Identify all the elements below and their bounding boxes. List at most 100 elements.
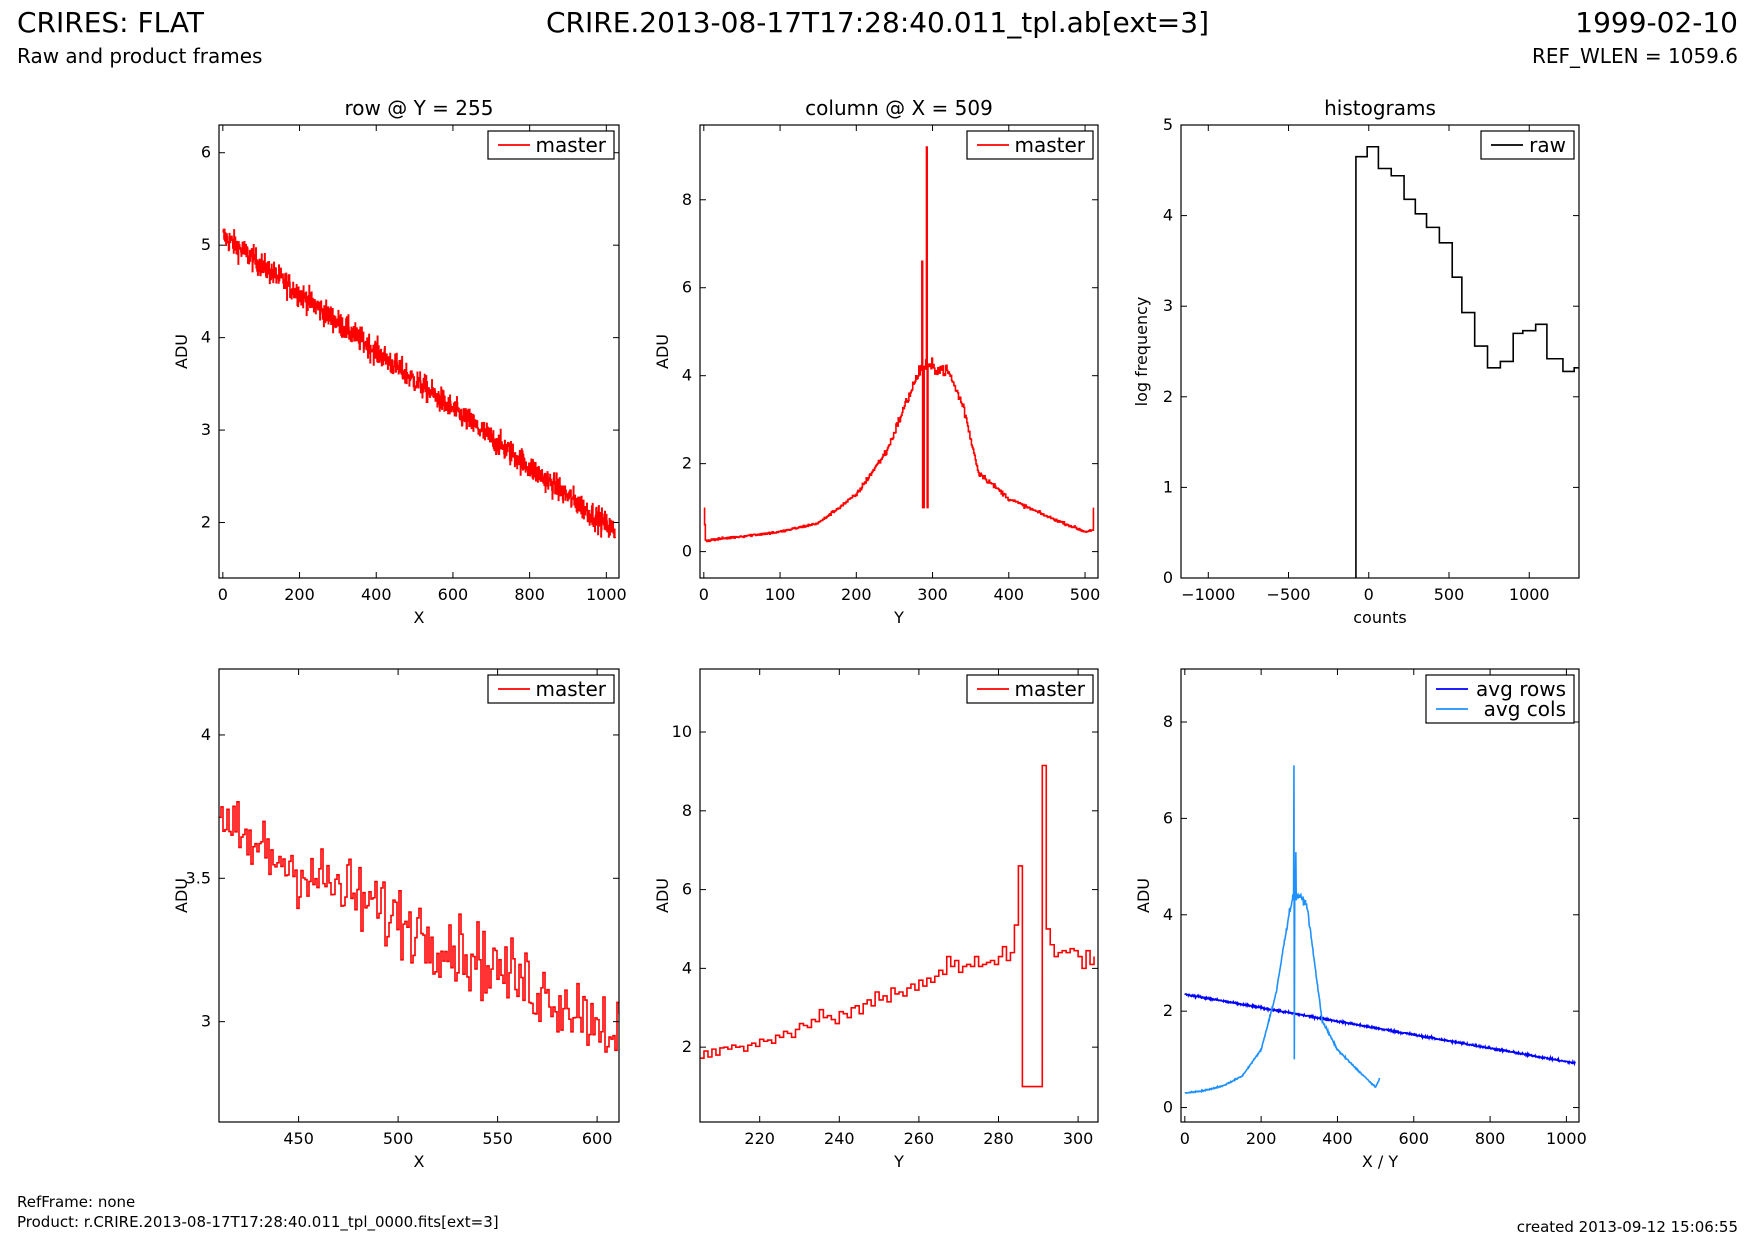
x-axis-label: X bbox=[414, 608, 425, 627]
plot-frame bbox=[218, 668, 620, 1123]
x-tick-label: 0 bbox=[1364, 585, 1374, 604]
x-tick-label: 200 bbox=[841, 585, 872, 604]
x-tick-label: 0 bbox=[218, 585, 228, 604]
legend-entry: raw bbox=[1529, 133, 1566, 157]
x-tick-label: 500 bbox=[1434, 585, 1465, 604]
x-tick-label: 260 bbox=[904, 1129, 935, 1148]
chart-panel-3: histograms −1000 −500 0 500 1000 0 1 2 3 4 5 counts l… bbox=[1132, 96, 1580, 627]
x-tick-label: −1000 bbox=[1181, 585, 1235, 604]
y-tick-label: 0 bbox=[1163, 568, 1173, 587]
y-tick-label: 4 bbox=[1163, 905, 1173, 924]
y-axis-label: ADU bbox=[172, 878, 191, 913]
y-tick-label: 3 bbox=[201, 420, 211, 439]
y-tick-label: 5 bbox=[1163, 115, 1173, 134]
plot-frame bbox=[1180, 124, 1580, 579]
x-tick-label: 450 bbox=[283, 1129, 314, 1148]
x-tick-label: 400 bbox=[994, 585, 1025, 604]
y-tick-label: 2 bbox=[682, 1037, 692, 1056]
x-tick-label: 300 bbox=[917, 585, 948, 604]
report-subtitle: Raw and product frames bbox=[17, 44, 263, 68]
x-tick-label: 500 bbox=[383, 1129, 414, 1148]
chart-title: histograms bbox=[1324, 96, 1436, 120]
x-tick-label: 0 bbox=[699, 585, 709, 604]
series-line-raw bbox=[1355, 145, 1579, 578]
y-tick-label: 0 bbox=[682, 542, 692, 561]
y-tick-label: 8 bbox=[682, 190, 692, 209]
y-tick-label: 6 bbox=[682, 880, 692, 899]
y-tick-label: 5 bbox=[201, 235, 211, 254]
y-tick-label: 4 bbox=[201, 328, 211, 347]
series-line-master bbox=[222, 228, 616, 539]
y-axis-label: ADU bbox=[653, 878, 672, 913]
legend-entry: avg rows bbox=[1476, 677, 1566, 701]
x-axis-label: counts bbox=[1353, 608, 1406, 627]
x-tick-label: 200 bbox=[1246, 1129, 1277, 1148]
footer-product: Product: r.CRIRE.2013-08-17T17:28:40.011… bbox=[17, 1213, 499, 1231]
y-tick-label: 4 bbox=[201, 725, 211, 744]
x-tick-label: 300 bbox=[1063, 1129, 1094, 1148]
x-tick-label: 200 bbox=[284, 585, 315, 604]
x-tick-label: 400 bbox=[1322, 1129, 1353, 1148]
y-tick-label: 4 bbox=[682, 366, 692, 385]
x-tick-label: 1000 bbox=[1509, 585, 1550, 604]
x-tick-label: 550 bbox=[482, 1129, 513, 1148]
series-line-avg-cols bbox=[1184, 765, 1381, 1094]
chart-panel-2: column @ X = 509 0 100 200 300 400 500 0 2 4 6 8 Y AD… bbox=[653, 96, 1100, 627]
x-tick-label: 280 bbox=[983, 1129, 1014, 1148]
observation-date: 1999-02-10 bbox=[1575, 6, 1738, 39]
x-tick-label: 600 bbox=[582, 1129, 613, 1148]
x-tick-label: 500 bbox=[1070, 585, 1101, 604]
plot-frame bbox=[699, 124, 1099, 579]
y-tick-label: 4 bbox=[1163, 206, 1173, 225]
series-line-avg-rows bbox=[1184, 993, 1576, 1067]
plot-frame bbox=[1180, 668, 1580, 1123]
chart-panel-6: 0 200 400 600 800 1000 0 2 4 6 8 X / Y ADU avg rowsav… bbox=[1134, 668, 1587, 1171]
x-tick-label: 0 bbox=[1180, 1129, 1190, 1148]
chart-panel-1: row @ Y = 255 0 200 400 600 800 1000 2 3 4 5 6 X ADU m… bbox=[172, 96, 627, 627]
y-axis-label: log frequency bbox=[1132, 297, 1151, 407]
y-tick-label: 4 bbox=[682, 958, 692, 977]
y-tick-label: 2 bbox=[682, 454, 692, 473]
legend-box bbox=[1425, 674, 1575, 724]
footer-refframe: RefFrame: none bbox=[17, 1193, 136, 1211]
y-tick-label: 10 bbox=[672, 722, 692, 741]
x-tick-label: 800 bbox=[1475, 1129, 1506, 1148]
y-tick-label: 0 bbox=[1163, 1098, 1173, 1117]
y-tick-label: 6 bbox=[201, 143, 211, 162]
y-tick-label: 6 bbox=[1163, 808, 1173, 827]
x-axis-label: Y bbox=[893, 608, 904, 627]
reference-wavelength: REF_WLEN = 1059.6 bbox=[1531, 44, 1738, 68]
y-tick-label: 6 bbox=[682, 278, 692, 297]
legend-entry: avg cols bbox=[1484, 697, 1566, 721]
x-axis-label: Y bbox=[893, 1152, 904, 1171]
y-axis-label: ADU bbox=[1134, 878, 1153, 913]
x-tick-label: 600 bbox=[1398, 1129, 1429, 1148]
x-tick-label: 220 bbox=[744, 1129, 775, 1148]
y-tick-label: 8 bbox=[682, 801, 692, 820]
y-tick-label: 3 bbox=[201, 1012, 211, 1031]
y-tick-label: 2 bbox=[201, 513, 211, 532]
chart-panel-4: 450 500 550 600 3 3.5 4 X ADU master bbox=[172, 668, 620, 1171]
legend-entry: master bbox=[1014, 133, 1085, 157]
plot-frame bbox=[218, 124, 620, 579]
y-tick-label: 1 bbox=[1163, 477, 1173, 496]
y-axis-label: ADU bbox=[653, 334, 672, 369]
x-tick-label: 1000 bbox=[586, 585, 627, 604]
legend-entry: master bbox=[535, 677, 606, 701]
plot-frame bbox=[699, 668, 1099, 1123]
report-title: CRIRES: FLAT bbox=[17, 6, 204, 39]
y-tick-label: 2 bbox=[1163, 1001, 1173, 1020]
x-tick-label: 400 bbox=[361, 585, 392, 604]
legend-entry: master bbox=[535, 133, 606, 157]
x-tick-label: 240 bbox=[824, 1129, 855, 1148]
y-tick-label: 3 bbox=[1163, 296, 1173, 315]
series-line-master bbox=[219, 800, 619, 1053]
frame-filename-title: CRIRE.2013-08-17T17:28:40.011_tpl.ab[ext… bbox=[545, 6, 1209, 39]
legend-entry: master bbox=[1014, 677, 1085, 701]
y-tick-label: 8 bbox=[1163, 712, 1173, 731]
chart-title: column @ X = 509 bbox=[805, 96, 993, 120]
x-tick-label: 100 bbox=[765, 585, 796, 604]
x-tick-label: 1000 bbox=[1546, 1129, 1587, 1148]
x-tick-label: 600 bbox=[438, 585, 469, 604]
